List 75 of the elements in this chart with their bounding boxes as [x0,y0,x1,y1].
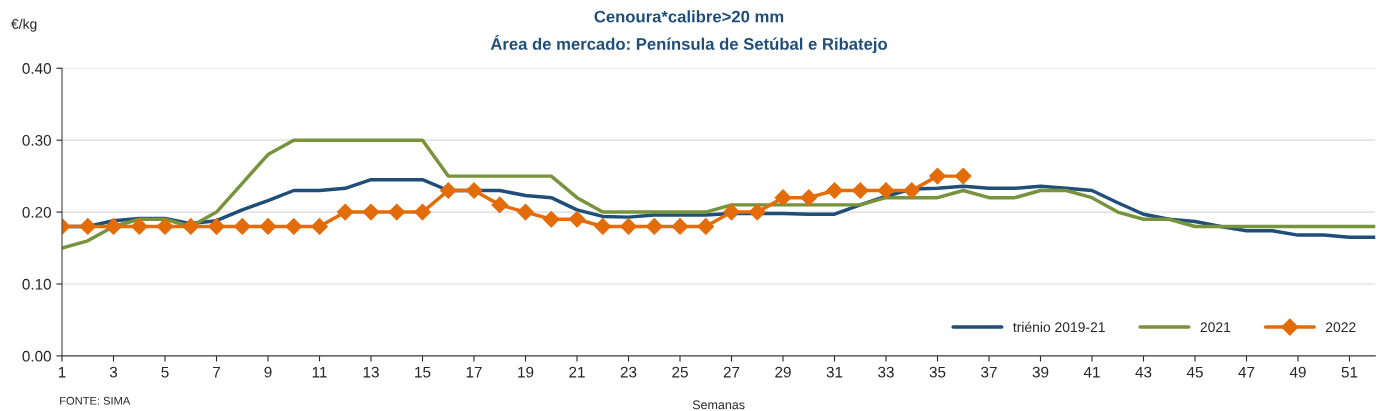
x-tick-label: 41 [1083,366,1100,378]
point [130,218,148,235]
point [851,182,869,199]
y-axis-title: €/kg [11,18,37,32]
x-tick-label: 37 [981,366,997,378]
point [826,182,843,199]
source-note: FONTE: SIMA [60,396,131,405]
point [156,218,174,235]
x-tick-label: 51 [1341,366,1358,378]
point [465,182,483,199]
x-tick-label: 23 [620,366,637,378]
point [929,167,946,185]
point [671,218,689,235]
x-tick-label: 7 [213,366,220,378]
x-tick-label: 19 [518,366,534,378]
y-tick-label: 0.40 [22,63,51,74]
point [697,218,715,235]
x-tick-label: 9 [264,366,272,378]
point [259,218,277,235]
x-tick-label: 15 [415,366,431,378]
point [182,218,200,235]
point [336,203,354,221]
x-tick-label: 3 [109,366,118,378]
x-tick-label: 1 [58,366,66,378]
x-tick-label: 5 [161,366,169,378]
point [491,196,509,214]
legend-label: 2022 [1325,322,1356,333]
point [233,218,251,235]
x-tick-label: 43 [1135,366,1152,378]
point [774,189,792,207]
point [645,218,663,235]
y-tick-label: 0.10 [22,278,51,290]
point [903,182,921,199]
x-tick-label: 49 [1289,366,1306,378]
x-tick-label: 27 [723,366,740,378]
point [748,203,766,221]
x-tick-label: 39 [1032,366,1049,378]
point [954,167,972,185]
x-tick-label: 47 [1238,366,1255,378]
point [208,218,225,235]
point [620,218,637,235]
point [311,218,328,235]
line-series [62,138,1376,250]
point [594,218,612,235]
chart-title: Cenoura*calibre>20 mm [594,10,784,23]
point [362,203,380,221]
point [517,203,534,221]
x-tick-label: 33 [878,366,894,378]
point [439,182,457,199]
point [542,210,560,228]
x-tick-label: 35 [929,366,946,378]
x-axis-title: Semanas [692,400,745,410]
y-tick-label: 0.00 [22,350,51,362]
x-tick-label: 29 [775,366,791,378]
legend-label: triénio 2019-21 [1013,321,1105,333]
point [877,182,895,199]
point [285,218,303,235]
point [105,218,122,235]
x-tick-label: 21 [569,366,585,378]
x-tick-label: 13 [363,366,379,378]
x-tick-label: 17 [466,366,482,378]
x-tick-label: 25 [672,366,688,378]
point [723,203,740,221]
y-tick-label: 0.20 [22,206,51,218]
chart-subtitle: Área de mercado: Península de Setúbal e Ribatejo [490,34,888,54]
y-tick-label: 0.30 [22,135,51,146]
point [79,218,97,235]
x-tick-label: 45 [1186,366,1203,378]
point [800,189,818,207]
point [568,210,586,228]
x-tick-label: 11 [312,366,327,378]
point [388,203,406,221]
x-tick-label: 31 [826,366,843,378]
point [414,203,431,221]
legend-label: 2021 [1200,322,1231,333]
